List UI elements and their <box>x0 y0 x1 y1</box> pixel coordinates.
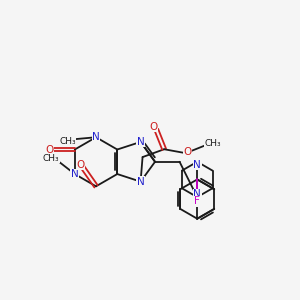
Text: N: N <box>137 177 145 187</box>
Text: F: F <box>194 196 200 206</box>
Text: N: N <box>194 160 201 170</box>
Text: CH₃: CH₃ <box>43 154 59 163</box>
Text: CH₃: CH₃ <box>59 137 76 146</box>
Text: O: O <box>184 147 192 157</box>
Text: N: N <box>194 189 201 199</box>
Text: N: N <box>71 169 79 179</box>
Text: O: O <box>149 122 158 132</box>
Text: O: O <box>45 145 53 154</box>
Text: N: N <box>137 137 145 147</box>
Text: O: O <box>76 160 84 170</box>
Text: N: N <box>92 132 100 142</box>
Text: CH₃: CH₃ <box>205 139 221 148</box>
